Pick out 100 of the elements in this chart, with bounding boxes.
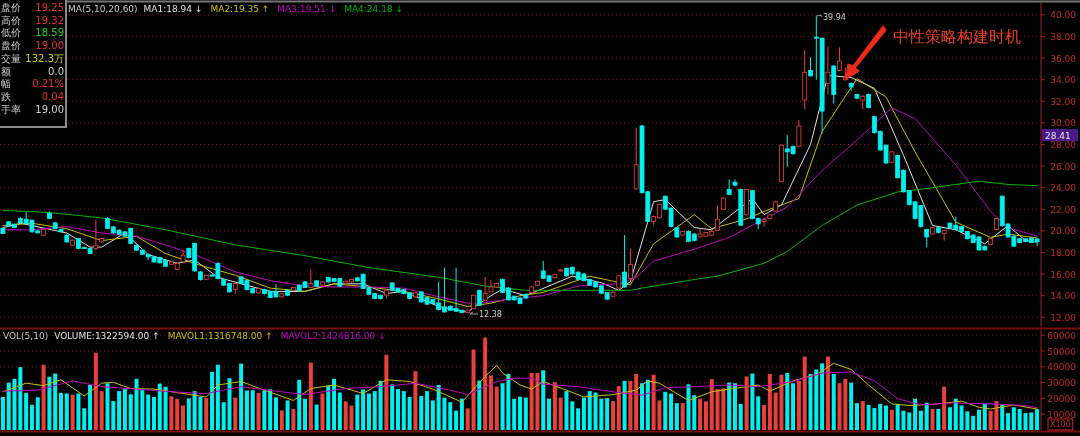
- bar: [732, 383, 737, 430]
- bar: [483, 337, 488, 430]
- bar: [175, 399, 180, 430]
- text: MAVOL1:1316748.00 ↑: [167, 331, 273, 341]
- bar: [1029, 412, 1034, 430]
- candlestick: [825, 45, 831, 95]
- y-tick-label: 40.00: [1050, 10, 1077, 21]
- bar: [738, 403, 743, 430]
- bar: [831, 373, 836, 430]
- annotation: 低价: [1, 27, 21, 39]
- bar: [430, 400, 435, 430]
- bar: [151, 396, 156, 430]
- bar: [756, 396, 761, 430]
- annotation: 额: [1, 65, 11, 77]
- bar: [210, 371, 215, 430]
- y-tick-label: 34.00: [1050, 75, 1077, 86]
- candlestick: [482, 276, 488, 302]
- text: 28.41: [1045, 130, 1071, 141]
- bar: [279, 410, 284, 430]
- bar: [122, 389, 127, 430]
- bar: [285, 400, 290, 430]
- bar: [250, 390, 255, 430]
- bar: [244, 390, 249, 430]
- bar: [128, 394, 133, 430]
- bar: [889, 409, 894, 430]
- bar: [262, 390, 267, 430]
- bar: [930, 408, 935, 430]
- annotation: 手率: [1, 103, 21, 115]
- bar: [762, 404, 767, 430]
- bar: [982, 403, 987, 430]
- y-tick-label: 14.00: [1050, 291, 1077, 302]
- text: MAVOL2:1424816.00 ↓: [280, 331, 386, 341]
- bar: [523, 397, 528, 430]
- bar: [117, 391, 122, 430]
- bar: [35, 397, 40, 430]
- bar: [29, 404, 34, 430]
- bar: [622, 380, 627, 430]
- bar: [692, 395, 697, 430]
- bar: [860, 401, 865, 430]
- bar: [320, 393, 325, 430]
- bar: [395, 389, 400, 430]
- bar: [645, 379, 650, 430]
- bar: [849, 382, 854, 430]
- bar: [413, 371, 418, 430]
- bar: [709, 379, 714, 430]
- bar: [825, 356, 830, 430]
- y-tick-label: 36.00: [1050, 53, 1077, 64]
- annotation: 高价: [1, 14, 21, 26]
- bar: [610, 401, 615, 430]
- text: MA1:18.94 ↓: [143, 4, 203, 14]
- y-tick-label: 40000: [1047, 362, 1077, 373]
- annotation: 跌: [1, 90, 11, 102]
- y-tick-label: 30000: [1047, 378, 1077, 389]
- candlestick: [761, 217, 767, 228]
- bar: [947, 407, 952, 430]
- y-tick-label: 20.00: [1050, 226, 1077, 237]
- bar: [157, 383, 162, 430]
- candlestick: [622, 234, 627, 289]
- bar: [93, 352, 98, 430]
- annotation: 盘价: [1, 2, 21, 13]
- y-tick-label: 12.00: [1050, 312, 1077, 323]
- bar: [727, 382, 732, 430]
- bar: [111, 401, 116, 430]
- bar: [518, 396, 522, 430]
- bar: [547, 398, 552, 430]
- bar: [314, 404, 319, 430]
- y-tick-label: 10000: [1047, 409, 1077, 420]
- bar: [76, 393, 81, 430]
- bar: [268, 389, 273, 430]
- y-tick-label: 60000: [1047, 330, 1077, 341]
- bar: [512, 398, 517, 430]
- bar: [343, 401, 348, 430]
- bar: [878, 403, 883, 430]
- y-tick-label: 24.00: [1050, 183, 1077, 194]
- bar: [459, 398, 464, 430]
- annotation: 交量: [1, 52, 21, 64]
- bar: [802, 356, 807, 430]
- bar: [587, 391, 592, 430]
- bar: [541, 370, 546, 430]
- bar: [47, 376, 52, 430]
- annotation: 0.0: [48, 65, 64, 77]
- bar: [169, 396, 174, 430]
- bar: [337, 392, 342, 430]
- bar: [634, 373, 639, 430]
- text: MA2:19.35 ↑: [210, 4, 270, 14]
- bar: [59, 392, 64, 430]
- bar: [465, 408, 470, 430]
- text: MA4:24.18 ↓: [344, 4, 404, 14]
- bar: [564, 391, 569, 430]
- bar: [1006, 413, 1011, 430]
- bar: [384, 354, 389, 430]
- y-tick-label: 50000: [1047, 346, 1077, 357]
- bar: [233, 397, 238, 430]
- bar: [355, 394, 360, 430]
- bar: [767, 373, 772, 430]
- bar: [256, 392, 261, 430]
- bar: [854, 403, 859, 430]
- bar: [581, 397, 586, 430]
- y-tick-label: 20000: [1047, 393, 1077, 404]
- bar: [146, 394, 151, 430]
